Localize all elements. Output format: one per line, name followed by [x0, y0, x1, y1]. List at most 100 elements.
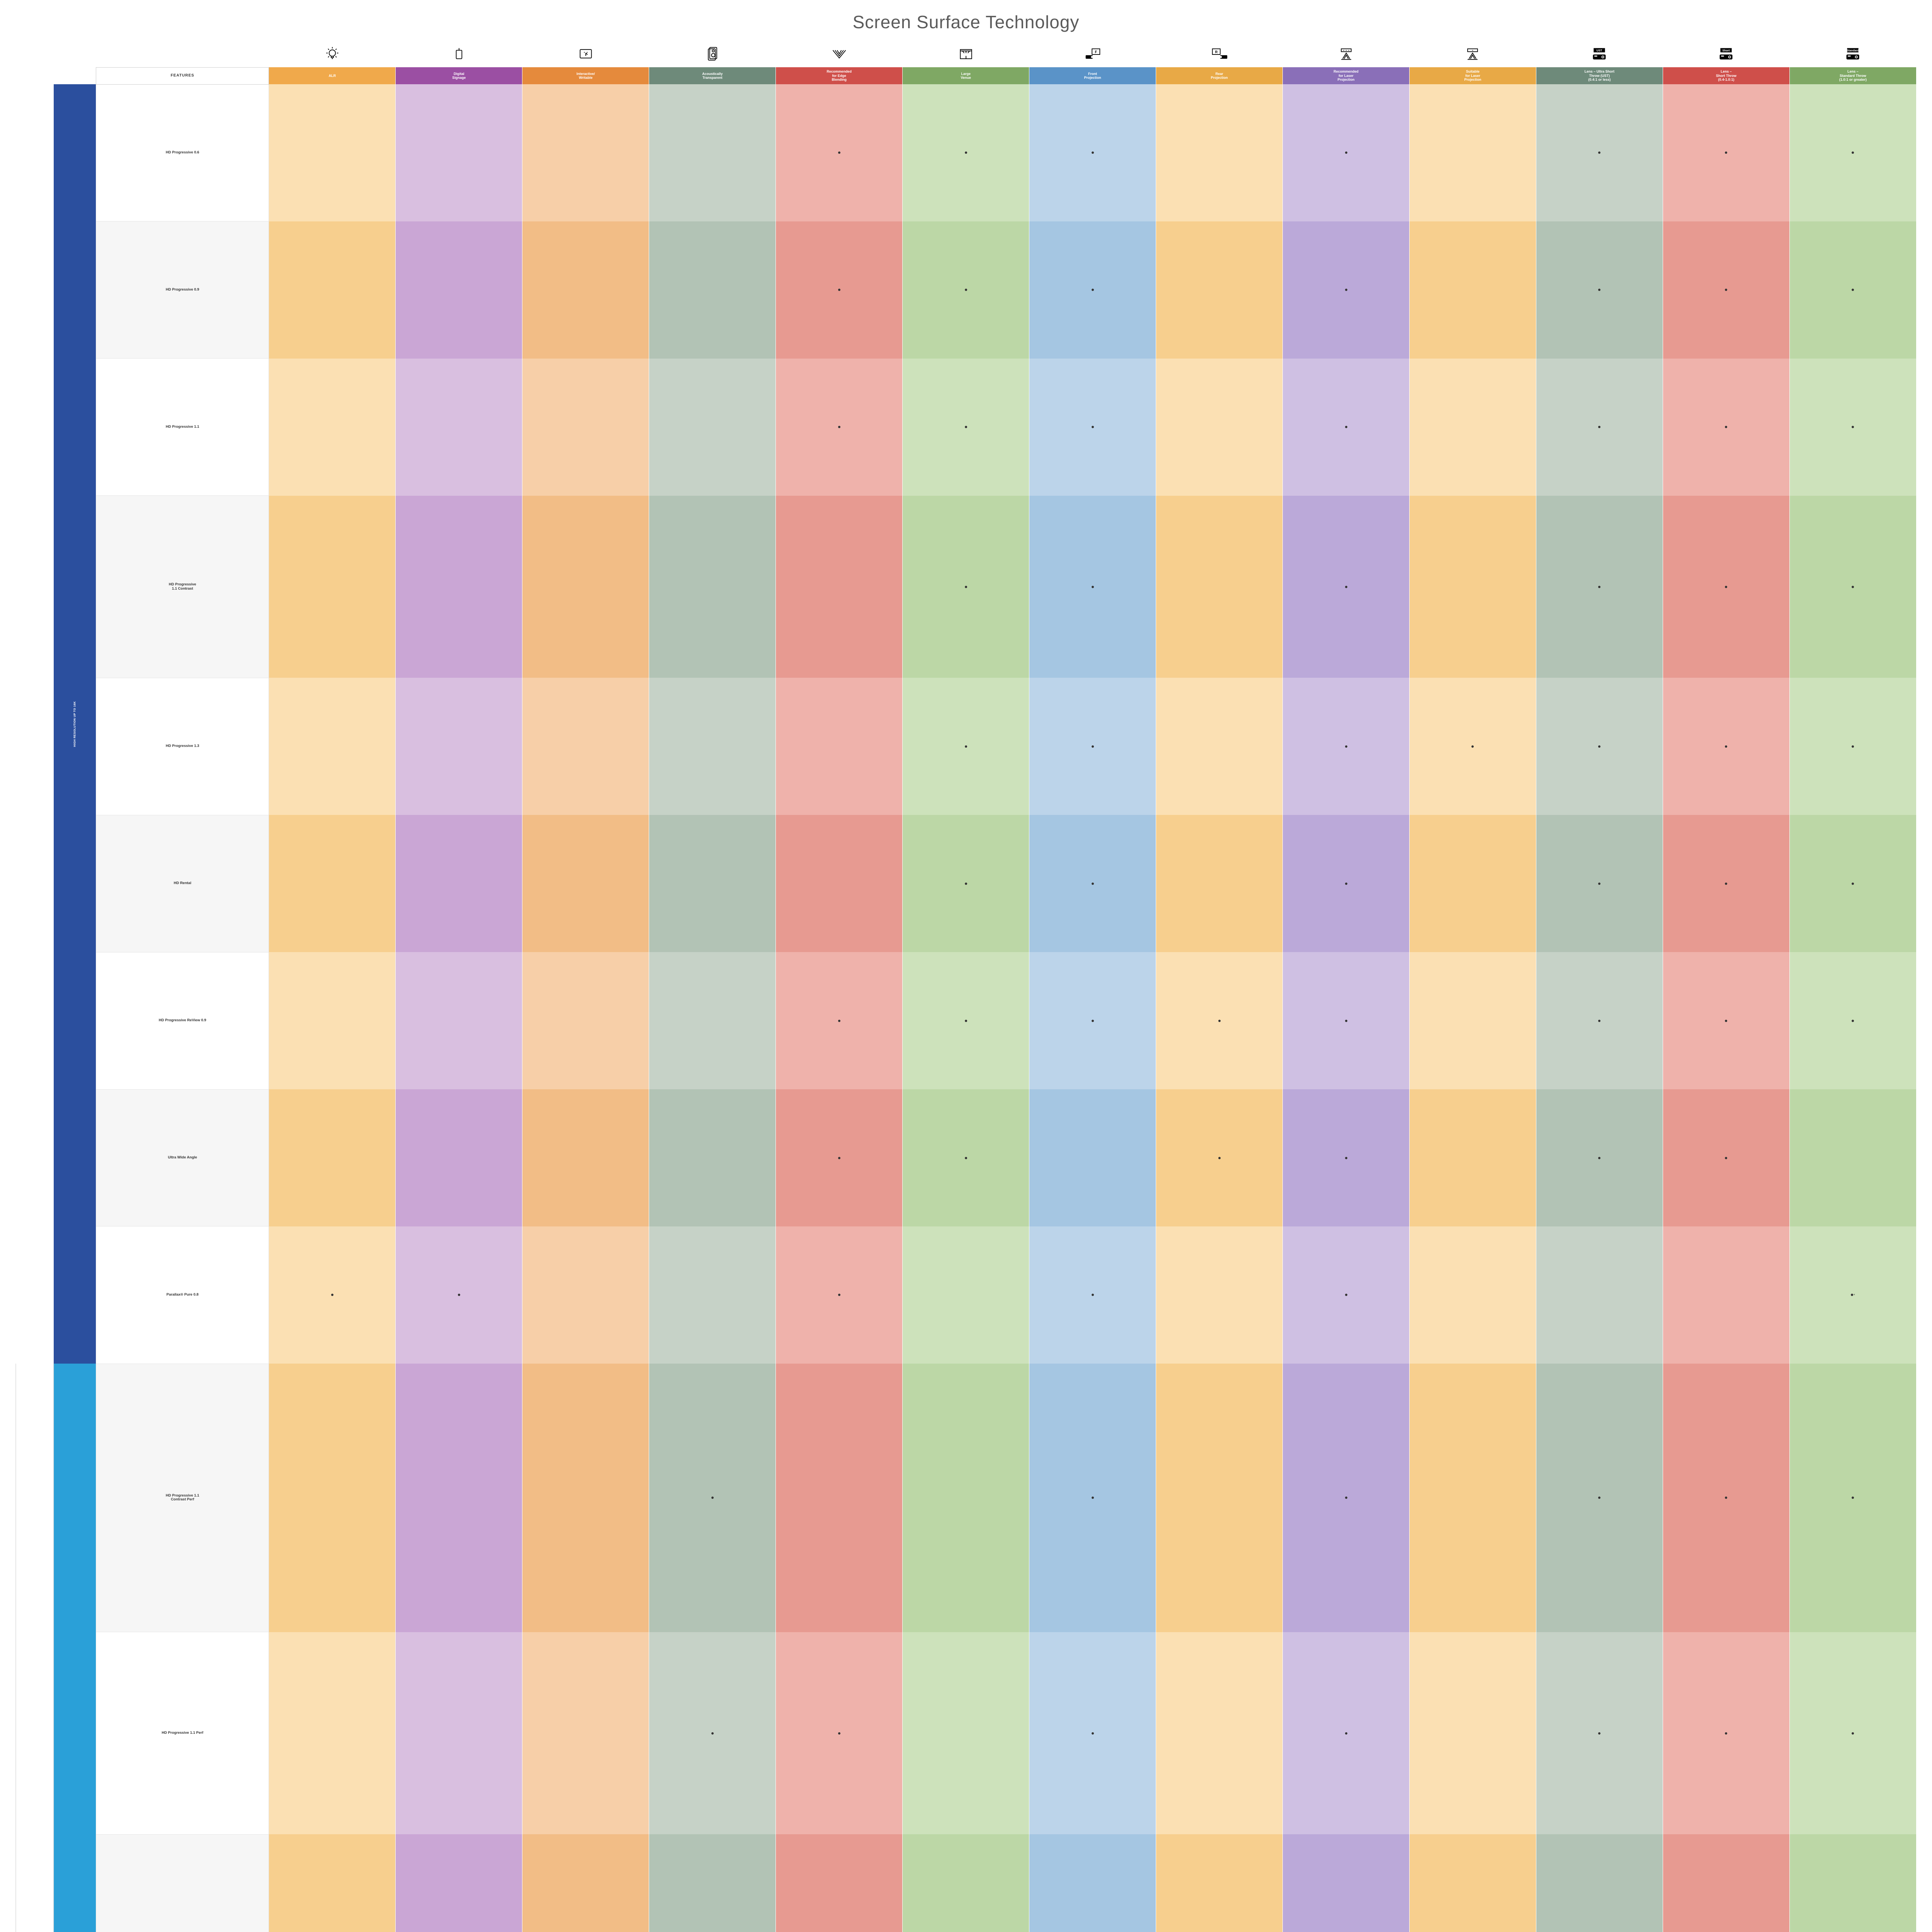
dot-icon [1598, 426, 1600, 428]
cell [1663, 496, 1789, 678]
cell [1156, 815, 1283, 952]
cell: * [1789, 1226, 1916, 1364]
cell [1409, 496, 1536, 678]
cell [1789, 678, 1916, 815]
cell [776, 952, 903, 1089]
dot-icon [1851, 1294, 1853, 1296]
dot-icon [1725, 883, 1727, 885]
cell [776, 496, 903, 678]
cell [1029, 1364, 1156, 1632]
cell [269, 1089, 396, 1226]
cell [649, 359, 776, 496]
cell [1156, 1089, 1283, 1226]
cell [269, 496, 396, 678]
cell [1029, 221, 1156, 359]
cell [522, 952, 649, 1089]
cell [1409, 84, 1536, 221]
cell [649, 815, 776, 952]
cell [1663, 359, 1789, 496]
dot-icon [1852, 1020, 1854, 1022]
cell [522, 496, 649, 678]
cell [1409, 678, 1536, 815]
table-row: HD Progressive1.1 Contrast [15, 496, 1917, 678]
column-header: Recommendedfor EdgeBlending [776, 67, 903, 84]
column-header: Interactive/Writable [522, 67, 649, 84]
table-row: Parallax® Pure 0.8* [15, 1226, 1917, 1364]
icon-row: FRUSTShortStandard [15, 44, 1917, 67]
column-icon-standard: Standard [1789, 44, 1916, 67]
dot-icon [1725, 426, 1727, 428]
cell [1029, 84, 1156, 221]
cell [903, 496, 1029, 678]
row-label: HD Progressive 0.9 [96, 221, 269, 359]
dot-icon [838, 289, 840, 291]
column-header: Lens –Standard Throw(1.0:1 or greater) [1789, 67, 1916, 84]
cell [522, 1834, 649, 1932]
cell [1156, 1834, 1283, 1932]
dot-icon [965, 289, 967, 291]
cell [1283, 952, 1410, 1089]
cell [1663, 221, 1789, 359]
svg-text:UST: UST [1597, 49, 1602, 52]
group-label: HIGH RESOLUTION UP TO 16K [54, 84, 96, 1364]
dot-icon [1598, 1732, 1600, 1735]
cell [1029, 678, 1156, 815]
cell [1536, 359, 1663, 496]
dot-icon [1598, 1020, 1600, 1022]
dot-icon [965, 883, 967, 885]
column-icon-venue [903, 44, 1029, 67]
cell [1156, 678, 1283, 815]
dot-icon [965, 426, 967, 428]
dot-icon [965, 151, 967, 154]
cell [1283, 1226, 1410, 1364]
cell [1156, 952, 1283, 1089]
cell [396, 1364, 522, 1632]
cell [1409, 1834, 1536, 1932]
comparison-table: FRUSTShortStandard FEATURESALRDigitalSig… [15, 44, 1917, 1932]
cell [269, 1632, 396, 1834]
dot-icon [838, 1157, 840, 1159]
table-row: HD Progressive 0.9 [15, 221, 1917, 359]
cell [1536, 84, 1663, 221]
dot-icon [838, 1732, 840, 1735]
dot-icon [1092, 151, 1094, 154]
cell [1663, 1226, 1789, 1364]
cell [1663, 1089, 1789, 1226]
cell [1283, 1632, 1410, 1834]
cell [776, 1834, 903, 1932]
cell [903, 1226, 1029, 1364]
cell [776, 1226, 903, 1364]
cell [1536, 221, 1663, 359]
column-header: FrontProjection [1029, 67, 1156, 84]
dot-icon [838, 151, 840, 154]
cell [776, 359, 903, 496]
cell [1409, 221, 1536, 359]
cell [649, 221, 776, 359]
dot-icon [1725, 1497, 1727, 1499]
cell: ** [1789, 1834, 1916, 1932]
cell [776, 221, 903, 359]
cell [1663, 815, 1789, 952]
dot-icon [1725, 1732, 1727, 1735]
cell [1029, 952, 1156, 1089]
cell [1156, 359, 1283, 496]
row-label: HD Progressive 1.3 [96, 678, 269, 815]
cell [1409, 1089, 1536, 1226]
column-header: ALR [269, 67, 396, 84]
cell [1283, 496, 1410, 678]
dot-icon [1598, 1497, 1600, 1499]
cell [1409, 1226, 1536, 1364]
column-header: Lens – Ultra ShortThrow (UST)(0.4:1 or l… [1536, 67, 1663, 84]
dot-icon [1725, 151, 1727, 154]
column-header: RearProjection [1156, 67, 1283, 84]
dot-icon [965, 586, 967, 588]
cell [1789, 496, 1916, 678]
cell [269, 678, 396, 815]
cell [1536, 1834, 1663, 1932]
table-row: HD Progressive 1.3 [15, 678, 1917, 815]
cell [1156, 1364, 1283, 1632]
cell [1283, 359, 1410, 496]
cell [522, 1089, 649, 1226]
cell [522, 1226, 649, 1364]
dot-icon [1345, 289, 1347, 291]
